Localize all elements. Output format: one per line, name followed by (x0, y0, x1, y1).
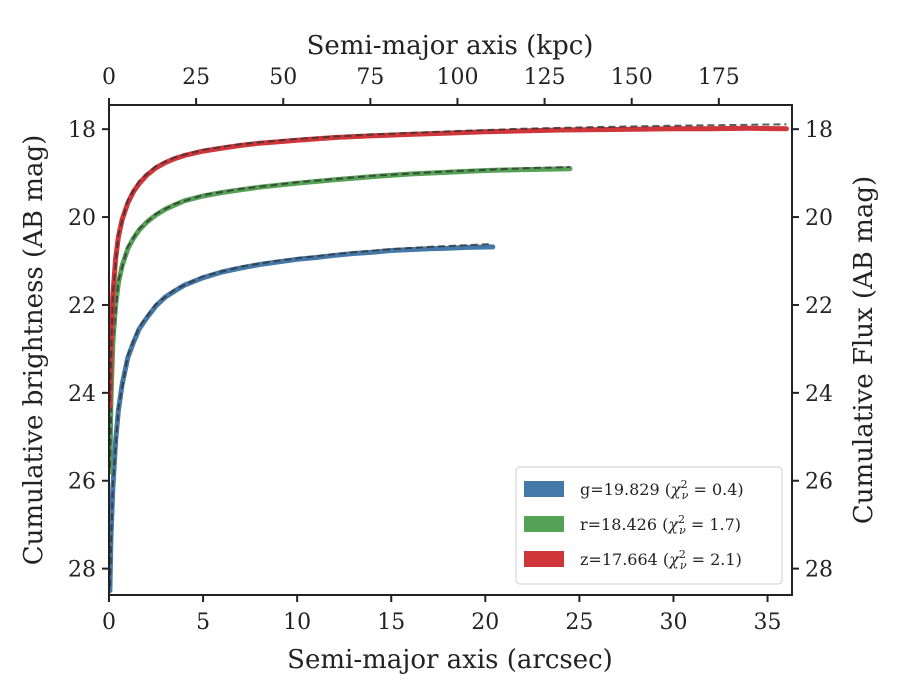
x2-tick-label: 0 (102, 65, 116, 90)
legend: g=19.829 (χ2 ν = 0.4) r=18.426 (χ2 ν = 1.7)… (515, 466, 783, 585)
x2-tick-label: 175 (698, 65, 740, 90)
y2-tick-label: 26 (805, 470, 833, 495)
x2-axis-title: Semi-major axis (kpc) (307, 31, 594, 61)
model-line-1 (109, 166, 571, 468)
legend-label-2: z=17.664 (χ2 ν = 2.1) (580, 548, 742, 572)
y2-tick-label: 24 (805, 382, 833, 407)
legend-box (515, 466, 783, 585)
x-tick-label: 35 (754, 610, 782, 635)
series-line-1 (109, 166, 573, 475)
y-tick-label: 26 (68, 470, 96, 495)
y2-tick-label: 18 (805, 118, 833, 143)
plot-frame (108, 104, 793, 596)
x-axis-top: 0 25 50 75 100 125 150 175 (102, 65, 740, 105)
x-tick-label: 30 (659, 610, 687, 635)
y2-tick-label: 28 (805, 558, 833, 583)
y-tick-label: 18 (68, 118, 96, 143)
legend-label-1: r=18.426 (χ2 ν = 1.7) (580, 513, 741, 537)
legend-swatch-2 (524, 551, 564, 567)
legend-label-0: g=19.829 (χ2 ν = 0.4) (580, 478, 744, 502)
y2-tick-label: 22 (805, 294, 833, 319)
x-tick-label: 15 (377, 610, 405, 635)
series-lines (109, 123, 789, 594)
series-line-2 (109, 125, 789, 409)
y2-axis-title: Cumulative Flux (AB mag) (849, 176, 879, 524)
x2-tick-label: 100 (436, 65, 478, 90)
x-axis-bottom: 0 5 10 15 20 25 30 35 (102, 595, 782, 635)
x2-tick-label: 150 (611, 65, 653, 90)
x2-tick-label: 125 (524, 65, 566, 90)
x-tick-label: 0 (102, 610, 116, 635)
y2-tick-label: 20 (805, 206, 833, 231)
plot-area (109, 123, 789, 594)
x2-tick-label: 50 (269, 65, 297, 90)
y-axis-right: 18 20 22 24 26 28 (792, 118, 833, 583)
x2-tick-label: 25 (182, 65, 210, 90)
x-tick-label: 20 (471, 610, 499, 635)
y-axis-title: Cumulative brightness (AB mag) (19, 135, 49, 566)
y-tick-label: 22 (68, 294, 96, 319)
x-tick-label: 5 (196, 610, 210, 635)
legend-swatch-1 (524, 516, 564, 532)
model-line-0 (109, 242, 493, 587)
model-line-2 (109, 123, 787, 402)
y-tick-label: 20 (68, 206, 96, 231)
x-tick-label: 10 (283, 610, 311, 635)
series-line-0 (109, 244, 496, 594)
x2-tick-label: 75 (356, 65, 384, 90)
y-tick-label: 28 (68, 558, 96, 583)
legend-swatch-0 (524, 481, 564, 497)
y-tick-label: 24 (68, 382, 96, 407)
x-tick-label: 25 (565, 610, 593, 635)
x-axis-title: Semi-major axis (arcsec) (287, 645, 613, 675)
y-axis-left: 18 20 22 24 26 28 (68, 118, 109, 583)
